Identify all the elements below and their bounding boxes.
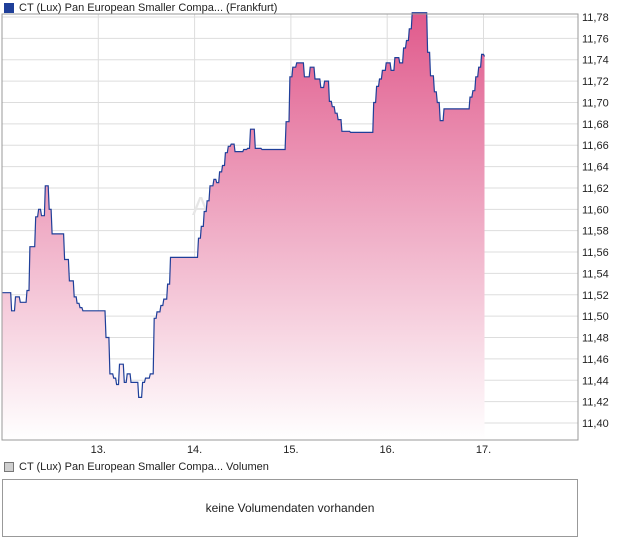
volume-series-swatch (4, 462, 14, 472)
y-tick-label: 11,70 (582, 97, 609, 109)
price-area-fill (2, 12, 485, 440)
volume-panel: keine Volumendaten vorhanden (2, 479, 578, 537)
y-tick-label: 11,62 (582, 183, 609, 195)
y-tick-label: 11,52 (582, 290, 609, 302)
x-tick-label: 14. (187, 444, 202, 456)
y-tick-label: 11,40 (582, 418, 609, 430)
price-line (2, 12, 486, 398)
y-tick-label: 11,44 (582, 375, 609, 387)
y-tick-label: 11,64 (582, 162, 609, 174)
x-tick-label: 17. (476, 444, 491, 456)
volume-empty-message: keine Volumendaten vorhanden (205, 501, 375, 515)
price-legend-label: CT (Lux) Pan European Smaller Compa... (… (19, 2, 278, 14)
x-tick-label: 13. (91, 444, 106, 456)
y-tick-label: 11,42 (582, 397, 609, 409)
y-tick-label: 11,60 (582, 204, 609, 216)
y-tick-label: 11,76 (582, 33, 609, 45)
plot-frame (1, 13, 579, 441)
volume-legend: CT (Lux) Pan European Smaller Compa... V… (4, 461, 269, 473)
y-tick-label: 11,68 (582, 119, 609, 131)
x-tick-label: 15. (283, 444, 298, 456)
y-tick-label: 11,46 (582, 354, 609, 366)
y-tick-label: 11,74 (582, 55, 609, 67)
y-tick-label: 11,54 (582, 268, 609, 280)
y-tick-label: 11,48 (582, 333, 609, 345)
y-tick-label: 11,50 (582, 311, 609, 323)
price-series-swatch (4, 3, 14, 13)
y-tick-label: 11,58 (582, 226, 609, 238)
price-legend: CT (Lux) Pan European Smaller Compa... (… (4, 2, 277, 14)
y-tick-label: 11,72 (582, 76, 609, 88)
y-tick-label: 11,56 (582, 247, 609, 259)
x-tick-label: 16. (380, 444, 395, 456)
volume-legend-label: CT (Lux) Pan European Smaller Compa... V… (19, 461, 269, 473)
y-tick-label: 11,78 (582, 12, 609, 24)
price-chart: A 11,4011,4211,4411,4611,4811,5011,5211,… (1, 12, 609, 456)
y-tick-label: 11,66 (582, 140, 609, 152)
